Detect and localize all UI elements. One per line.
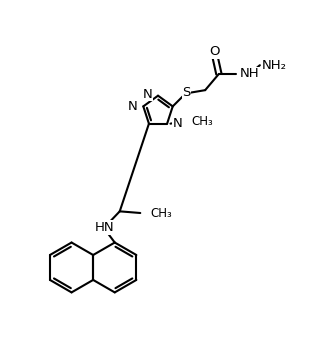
Text: N: N [142, 88, 152, 101]
Text: HN: HN [95, 221, 115, 234]
Text: NH: NH [240, 68, 260, 81]
Text: CH₃: CH₃ [150, 207, 172, 220]
Text: N: N [128, 100, 137, 113]
Text: O: O [210, 45, 220, 58]
Text: N: N [173, 117, 183, 130]
Text: CH₃: CH₃ [191, 115, 213, 128]
Text: S: S [182, 86, 191, 99]
Text: NH₂: NH₂ [262, 59, 287, 72]
